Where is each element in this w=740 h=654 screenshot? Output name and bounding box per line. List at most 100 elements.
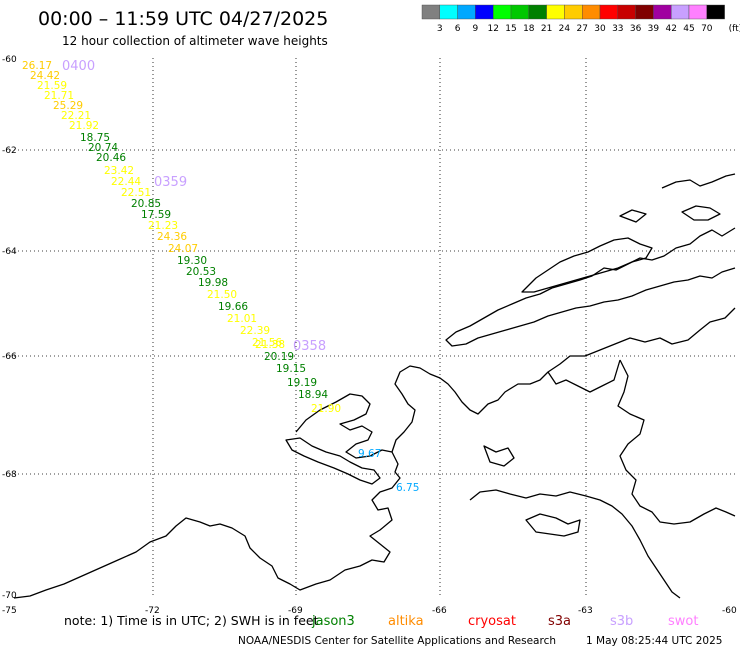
scale-swatch: [671, 4, 690, 20]
pass-time-label: 0400: [62, 59, 95, 74]
scale-swatch: [706, 4, 725, 20]
longitude-labels: -75 -72 -69 -66 -63 -60: [2, 606, 737, 616]
credit-text: NOAA/NESDIS Center for Satellite Applica…: [238, 635, 556, 647]
coast-fragment: [547, 359, 621, 393]
wave-height-label: 21.23: [148, 220, 178, 232]
scale-swatch: [510, 4, 529, 20]
wave-height-label: 21.50: [207, 289, 237, 301]
wave-height-label: 24.07: [168, 243, 198, 255]
scale-swatch: [582, 4, 601, 20]
wave-height-label: 20.85: [131, 198, 161, 210]
scale-swatch: [528, 4, 547, 20]
lon-label: -75: [2, 606, 17, 616]
wave-height-label: 21.92: [69, 120, 99, 132]
wave-height-label: 21.59: [37, 80, 67, 92]
wave-height-label: 23.42: [104, 165, 134, 177]
lat-label: -60: [2, 55, 17, 65]
wave-height-label: 6.75: [396, 482, 419, 494]
scale-tick-label: 18: [523, 24, 535, 34]
island-north-3: [681, 205, 721, 221]
wave-height-label: 21.01: [227, 313, 257, 325]
scale-swatch: [564, 4, 583, 20]
island: [285, 437, 381, 485]
antarctic-coastline: [13, 307, 736, 599]
sat-jason3: jason3: [311, 614, 355, 629]
east-coast: [617, 359, 736, 525]
scale-tick-label: 21: [541, 24, 552, 34]
scale-tick-label: 9: [473, 24, 479, 34]
lat-label: -66: [2, 352, 17, 362]
scale-swatch: [546, 4, 565, 20]
scale-tick-label: 15: [505, 24, 516, 34]
coast-fragment: [483, 445, 515, 467]
map-title: 00:00 – 11:59 UTC 04/27/2025: [38, 8, 328, 30]
latitude-labels: -60 -62 -64 -66 -68 -70: [2, 55, 17, 601]
lon-label: -72: [145, 606, 160, 616]
lon-label: -69: [288, 606, 303, 616]
scale-unit-label: (ft): [729, 24, 740, 34]
lon-label: -63: [578, 606, 593, 616]
lon-label: -66: [432, 606, 447, 616]
island-north: [661, 173, 736, 189]
scale-swatch: [475, 4, 494, 20]
wave-height-label: 18.94: [298, 389, 328, 401]
wave-height-label: 20.53: [186, 266, 216, 278]
ice-shelf-edge: [469, 489, 681, 599]
peninsula-north: [445, 227, 736, 347]
wave-height-label: 21.38: [255, 339, 285, 351]
scale-tick-label: 45: [683, 24, 694, 34]
shetland-islands: [521, 237, 653, 293]
scale-tick-label: 6: [455, 24, 461, 34]
wave-height-label: 19.30: [177, 255, 207, 267]
wave-height-label: 21.71: [44, 90, 74, 102]
scale-swatch: [688, 4, 707, 20]
map-subtitle: 12 hour collection of altimeter wave hei…: [62, 34, 328, 48]
wave-height-label: 19.98: [198, 277, 228, 289]
wave-height-label: 22.39: [240, 325, 270, 337]
lat-label: -64: [2, 247, 17, 257]
scale-swatch: [635, 4, 654, 20]
lat-label: -68: [2, 470, 17, 480]
wave-height-label: 18.75: [80, 132, 110, 144]
wave-height-label: 26.17: [22, 60, 52, 72]
scale-swatch: [493, 4, 512, 20]
wave-height-label: 20.46: [96, 152, 126, 164]
wave-height-label: 20.74: [88, 142, 118, 154]
wave-height-label: 22.51: [121, 187, 151, 199]
scale-tick-label: 3: [437, 24, 443, 34]
scale-tick-label: 42: [665, 24, 676, 34]
wave-height-label: 24.36: [157, 231, 187, 243]
timestamp-text: 1 May 08:25:44 UTC 2025: [586, 635, 722, 647]
lat-label: -62: [2, 146, 17, 156]
lon-label: -60: [722, 606, 737, 616]
sat-cryosat: cryosat: [468, 614, 516, 629]
sat-s3b: s3b: [610, 614, 633, 629]
sat-s3a: s3a: [548, 614, 571, 629]
wave-height-label: 24.42: [30, 70, 60, 82]
scale-tick-label: 70: [701, 24, 713, 34]
wave-height-label: 9.67: [358, 448, 381, 460]
wave-height-label: 19.66: [218, 301, 248, 313]
wave-height-label: 19.15: [276, 363, 306, 375]
wave-height-label: 19.19: [287, 377, 317, 389]
wave-height-label: 22.44: [111, 176, 141, 188]
coastlines: [13, 173, 736, 599]
scale-tick-label: 36: [630, 24, 642, 34]
scale-tick-label: 27: [576, 24, 587, 34]
scale-tick-label: 24: [559, 24, 571, 34]
scale-tick-label: 39: [648, 24, 660, 34]
scale-tick-label: 30: [594, 24, 606, 34]
graticule: [10, 58, 735, 598]
scale-tick-label: 33: [612, 24, 623, 34]
wave-height-label: 21.56: [252, 337, 282, 349]
alexander-island: [295, 393, 393, 459]
pass-time-label: 0359: [154, 175, 187, 190]
wave-height-label: 17.59: [141, 209, 171, 221]
scale-swatch: [439, 4, 458, 20]
wave-height-label: 25.29: [53, 100, 83, 112]
scale-swatch: [617, 4, 636, 20]
sat-swot: swot: [668, 614, 698, 629]
scale-swatch: [599, 4, 618, 20]
scale-swatch: [653, 4, 672, 20]
